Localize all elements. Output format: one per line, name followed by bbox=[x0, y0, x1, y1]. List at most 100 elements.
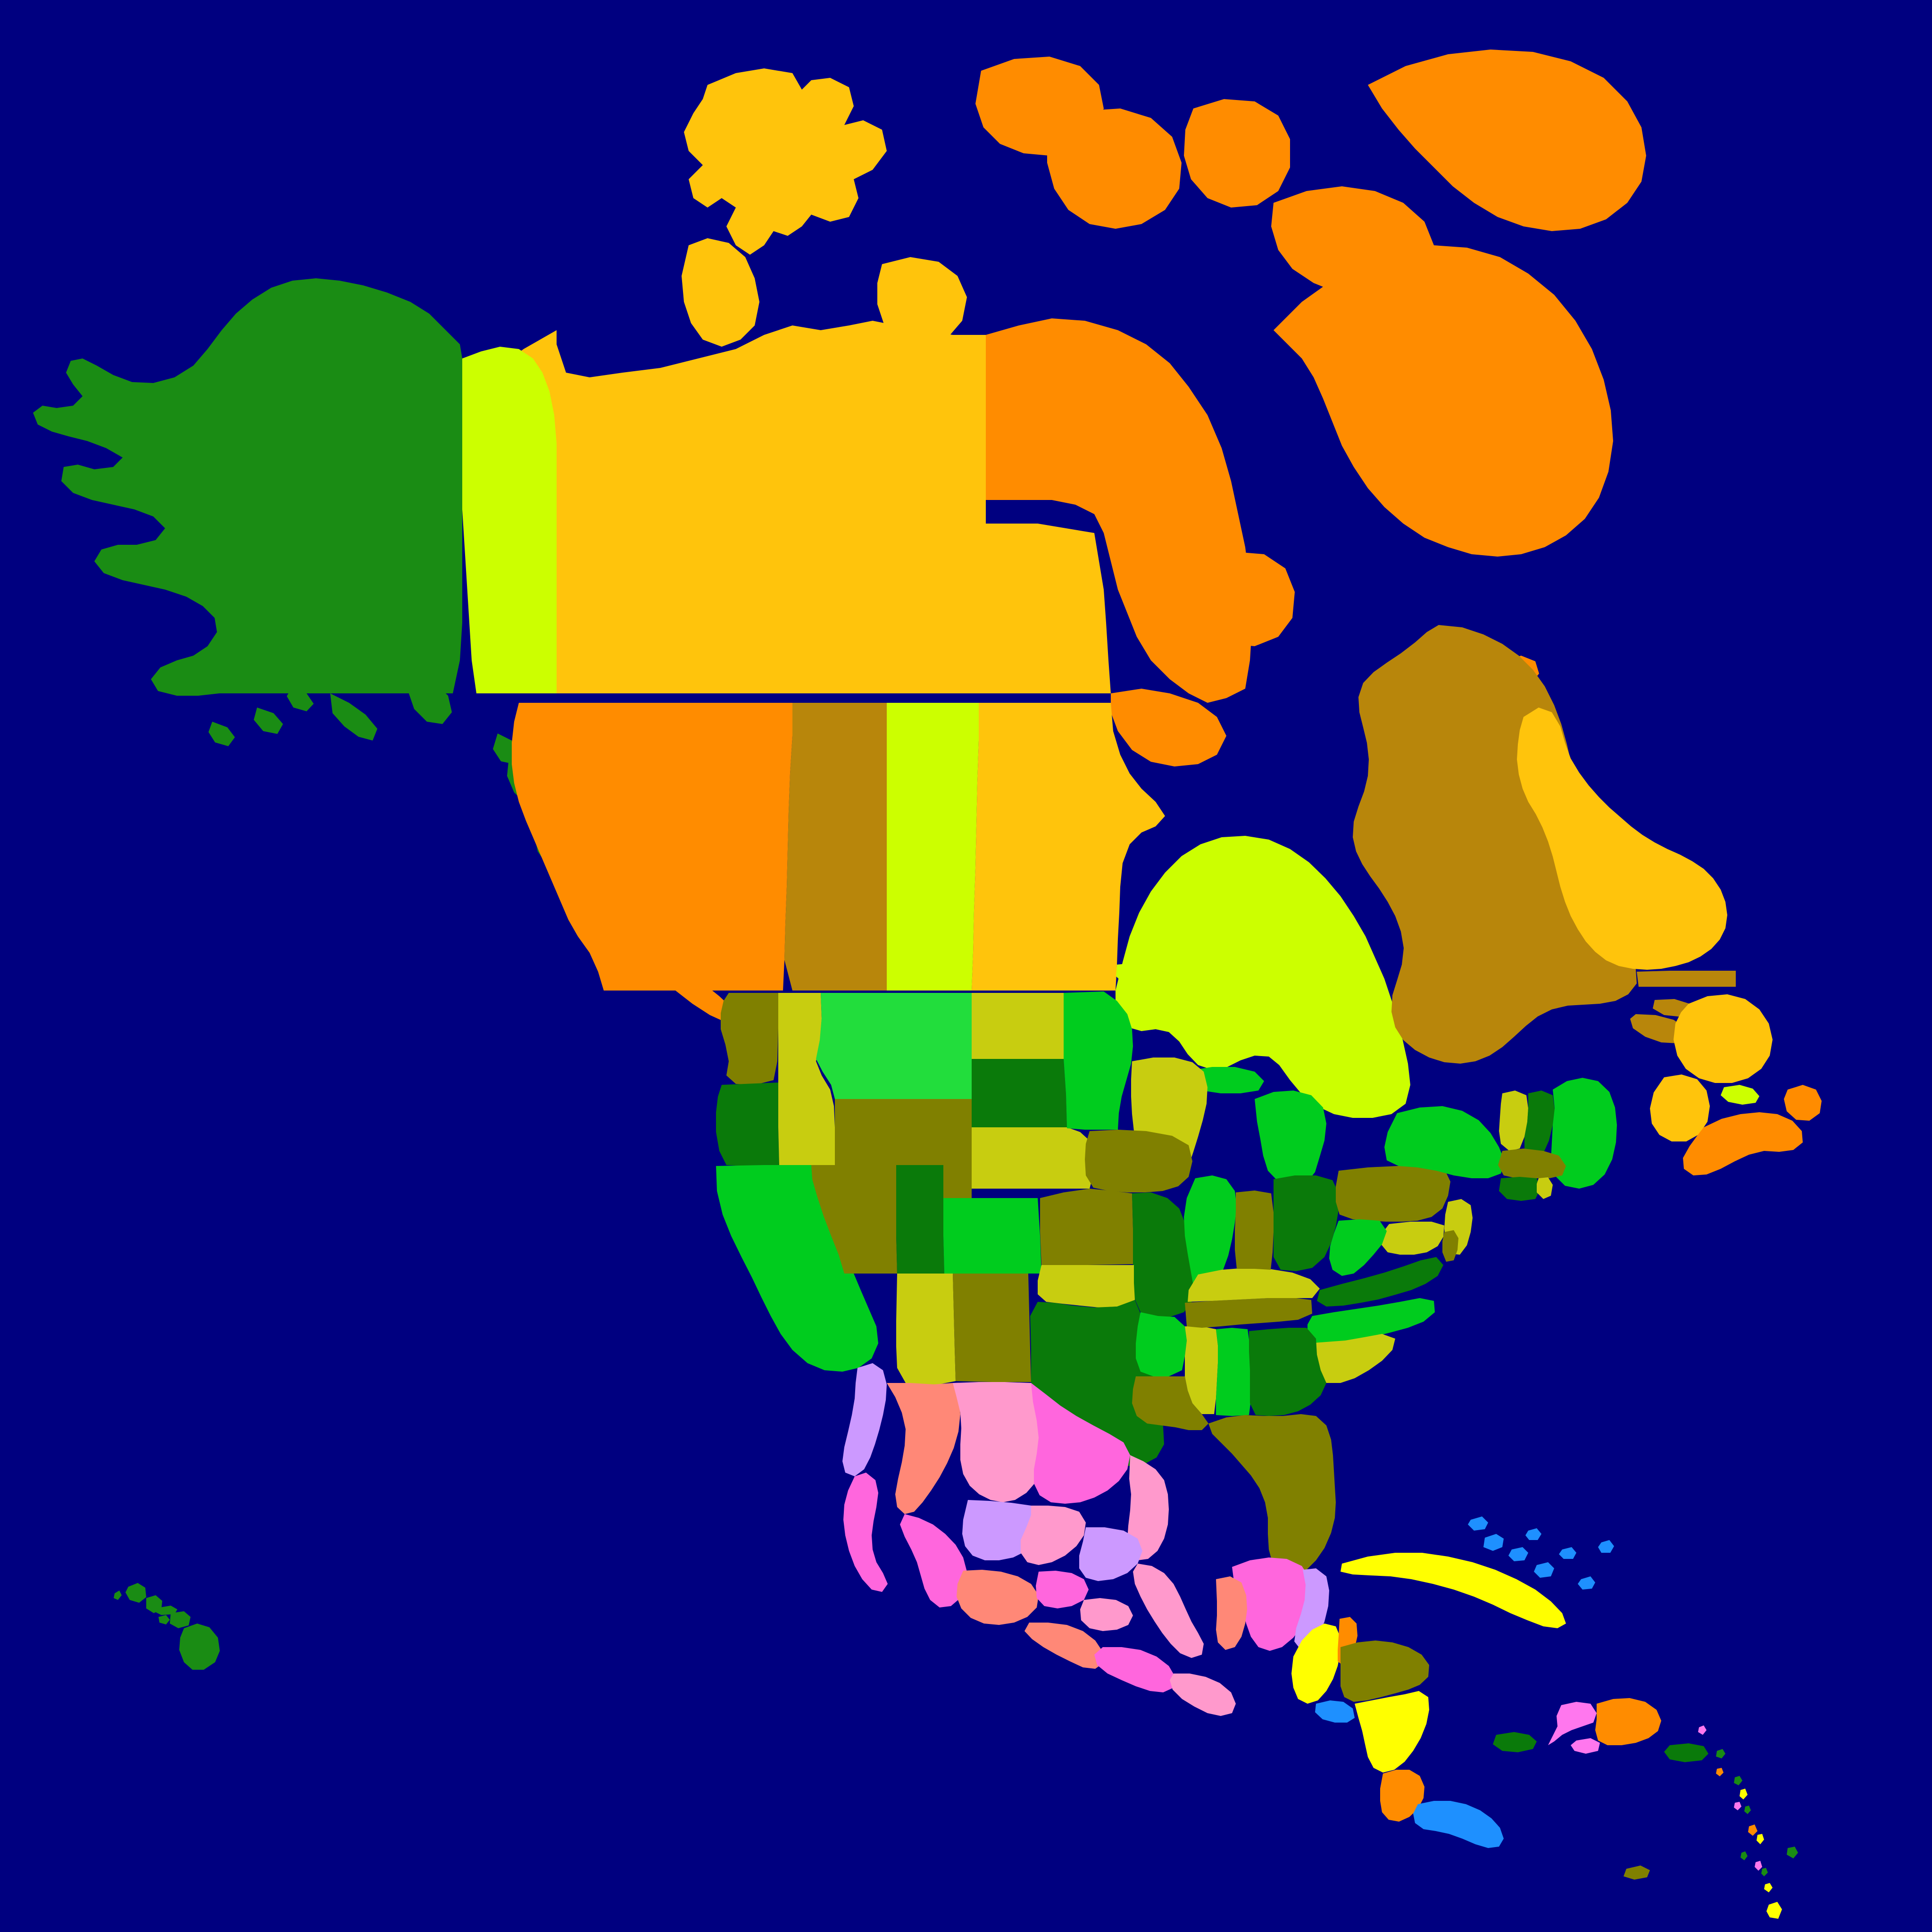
mexico-veracruz[interactable] bbox=[1133, 1564, 1204, 1658]
nevada[interactable] bbox=[811, 1165, 897, 1274]
mexico-baja-california[interactable] bbox=[842, 1363, 887, 1476]
bc-coastal-islands[interactable] bbox=[625, 922, 651, 953]
region-newfoundland-labrador[interactable] bbox=[1517, 708, 1773, 1083]
nunavut-islet-b[interactable] bbox=[1436, 287, 1479, 322]
newfoundland-island[interactable] bbox=[1674, 994, 1773, 1083]
region-manitoba[interactable] bbox=[972, 703, 1165, 991]
panama[interactable] bbox=[1413, 1801, 1504, 1848]
hawaii-niihau[interactable] bbox=[114, 1591, 122, 1600]
kentucky[interactable] bbox=[1188, 1268, 1320, 1302]
bc-haida-gwaii[interactable] bbox=[584, 880, 624, 966]
hawaii-lanai[interactable] bbox=[158, 1615, 170, 1624]
south-carolina[interactable] bbox=[1307, 1334, 1395, 1383]
ontario-akimiski[interactable] bbox=[1281, 919, 1317, 942]
ontario-body[interactable] bbox=[1116, 836, 1410, 1118]
florida[interactable] bbox=[1208, 1414, 1336, 1576]
new-brunswick[interactable] bbox=[1650, 1074, 1710, 1141]
virginia[interactable] bbox=[1317, 1257, 1443, 1307]
mexico-tamaulipas[interactable] bbox=[1127, 1455, 1169, 1560]
labrador-body[interactable] bbox=[1517, 708, 1727, 970]
nunavut-devon-island[interactable] bbox=[1271, 186, 1434, 297]
cape-breton-island[interactable] bbox=[1784, 1085, 1822, 1121]
mexico-jalisco[interactable] bbox=[957, 1570, 1039, 1625]
oklahoma[interactable] bbox=[1038, 1265, 1135, 1307]
mexico-guanajuato[interactable] bbox=[1036, 1571, 1089, 1608]
region-maritimes[interactable] bbox=[1650, 1074, 1822, 1175]
maryland[interactable] bbox=[1381, 1222, 1444, 1255]
el-salvador[interactable] bbox=[1315, 1700, 1355, 1723]
region-central-america[interactable] bbox=[1291, 1617, 1504, 1848]
bahamas[interactable] bbox=[1468, 1516, 1614, 1590]
prince-edward-island[interactable] bbox=[1721, 1085, 1759, 1105]
mexico-chiapas[interactable] bbox=[1170, 1674, 1236, 1716]
mexico-baja-california-sur[interactable] bbox=[843, 1473, 888, 1592]
region-yukon[interactable] bbox=[458, 347, 557, 693]
nunavut-ellesmere-island[interactable] bbox=[1368, 50, 1646, 231]
nunavut-mainland[interactable] bbox=[986, 318, 1252, 703]
bc-body[interactable] bbox=[512, 703, 792, 991]
north-carolina[interactable] bbox=[1307, 1298, 1435, 1343]
north-dakota[interactable] bbox=[972, 993, 1064, 1059]
mexico-zacatecas[interactable] bbox=[1021, 1506, 1086, 1565]
nwt-victoria-island[interactable] bbox=[684, 68, 887, 255]
nunavut-keewatin[interactable] bbox=[1111, 689, 1226, 766]
region-british-columbia[interactable] bbox=[512, 703, 792, 1023]
ontario-lake-of-woods-fill[interactable] bbox=[1116, 963, 1141, 984]
alaska-mainland[interactable] bbox=[33, 278, 462, 696]
guatemala[interactable] bbox=[1291, 1624, 1341, 1704]
missouri[interactable] bbox=[1132, 1192, 1195, 1317]
region-saskatchewan[interactable] bbox=[887, 703, 979, 991]
new-mexico[interactable] bbox=[953, 1274, 1031, 1382]
nunavut-somerset-island[interactable] bbox=[1184, 99, 1290, 208]
oregon[interactable] bbox=[716, 1083, 779, 1166]
mexico-yucatan[interactable] bbox=[1232, 1557, 1312, 1651]
washington[interactable] bbox=[721, 993, 778, 1085]
region-northwest-territories[interactable] bbox=[462, 68, 1111, 693]
manitoba-body[interactable] bbox=[972, 703, 1165, 991]
connecticut[interactable] bbox=[1499, 1177, 1540, 1201]
hawaii-kauai[interactable] bbox=[125, 1583, 146, 1603]
hawaii-maui[interactable] bbox=[170, 1611, 191, 1628]
nebraska[interactable] bbox=[972, 1127, 1094, 1189]
dominican-republic[interactable] bbox=[1595, 1698, 1661, 1745]
alberta-body[interactable] bbox=[784, 703, 887, 991]
iowa[interactable] bbox=[1085, 1130, 1192, 1192]
arizona[interactable] bbox=[896, 1274, 956, 1384]
illinois[interactable] bbox=[1184, 1175, 1237, 1301]
mexico-campeche[interactable] bbox=[1216, 1576, 1247, 1650]
new-york[interactable] bbox=[1384, 1106, 1505, 1178]
mexico-chihuahua[interactable] bbox=[953, 1382, 1045, 1502]
hawaii-molokai[interactable] bbox=[156, 1606, 177, 1615]
nwt-sahtu-islands[interactable] bbox=[877, 257, 967, 344]
maine[interactable] bbox=[1551, 1078, 1617, 1189]
alaska-aleutians[interactable] bbox=[208, 686, 377, 746]
costa-rica[interactable] bbox=[1380, 1770, 1424, 1822]
california[interactable] bbox=[716, 1165, 878, 1372]
hawaii-big-island[interactable] bbox=[179, 1624, 220, 1670]
trinidad-area[interactable] bbox=[1787, 1847, 1798, 1858]
idaho[interactable] bbox=[778, 993, 835, 1166]
alabama[interactable] bbox=[1216, 1328, 1251, 1416]
mississippi[interactable] bbox=[1185, 1326, 1218, 1414]
minnesota[interactable] bbox=[1064, 991, 1133, 1130]
saskatchewan-body[interactable] bbox=[887, 703, 979, 991]
mexico-coahuila[interactable] bbox=[1031, 1383, 1130, 1504]
alaska-kodiak[interactable] bbox=[408, 675, 452, 724]
region-alberta[interactable] bbox=[784, 703, 887, 991]
south-dakota[interactable] bbox=[972, 1059, 1067, 1127]
nunavut-southampton-island[interactable] bbox=[1196, 552, 1295, 646]
region-mexico[interactable] bbox=[842, 1363, 1329, 1716]
quebec-north-shore[interactable] bbox=[1637, 971, 1736, 987]
quebec-body[interactable] bbox=[1353, 625, 1637, 1064]
tennessee[interactable] bbox=[1185, 1298, 1312, 1328]
region-nunavut[interactable] bbox=[975, 50, 1646, 921]
lesser-antilles-yellow[interactable] bbox=[1740, 1789, 1782, 1919]
nova-scotia[interactable] bbox=[1683, 1112, 1803, 1175]
west-virginia[interactable] bbox=[1329, 1219, 1387, 1276]
michigan[interactable] bbox=[1189, 1067, 1326, 1185]
ohio[interactable] bbox=[1274, 1175, 1339, 1271]
nwt-banks-island[interactable] bbox=[682, 238, 759, 347]
nicaragua[interactable] bbox=[1355, 1691, 1429, 1773]
nunavut-islet-a[interactable] bbox=[1380, 309, 1422, 344]
